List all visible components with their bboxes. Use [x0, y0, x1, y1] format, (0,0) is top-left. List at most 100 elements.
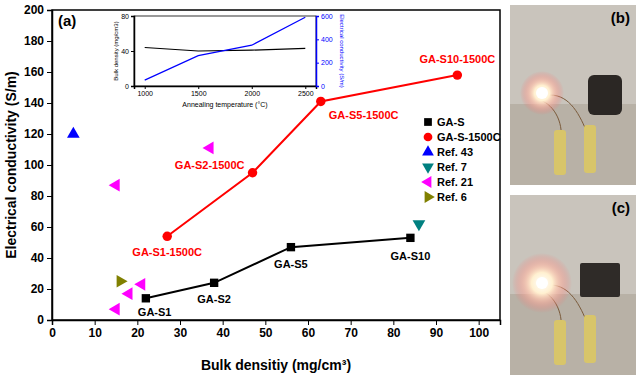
- tick-label: 100: [24, 158, 44, 172]
- x-axis: 1000150020002500: [135, 86, 317, 97]
- tick-label: 80: [121, 13, 129, 20]
- data-point: [142, 294, 150, 302]
- tick-label: 40: [121, 48, 129, 55]
- data-point: [316, 97, 325, 106]
- tick: 120: [24, 127, 52, 141]
- data-point: [203, 142, 214, 155]
- electrode: [554, 130, 566, 175]
- bulb: [536, 277, 548, 289]
- legend-label: Ref. 21: [437, 176, 473, 188]
- tick-mark: [145, 86, 146, 89]
- tick-label: 70: [344, 326, 358, 340]
- point-label: GA-S2-1500C: [175, 159, 245, 171]
- tick: 0: [37, 313, 52, 327]
- tick-label: 80: [387, 326, 401, 340]
- tick-mark: [393, 320, 394, 325]
- panel-label: (c): [612, 199, 630, 216]
- tick: 90: [430, 320, 444, 340]
- tick-mark: [305, 86, 306, 89]
- electrode: [584, 125, 596, 173]
- tick: 80: [387, 320, 401, 340]
- point-label: GA-S1-1500C: [132, 246, 202, 258]
- data-point: [109, 179, 120, 192]
- tick-label: 120: [24, 127, 44, 141]
- tick: 160: [24, 65, 52, 79]
- tick-mark: [351, 320, 352, 325]
- tick: 40: [31, 251, 52, 265]
- axis-line: [135, 87, 317, 90]
- electrode: [584, 315, 596, 363]
- tick-label: 50: [259, 326, 273, 340]
- tick-label: 90: [430, 326, 444, 340]
- tick: 40: [216, 320, 230, 340]
- tick: 60: [31, 220, 52, 234]
- tick-mark: [479, 320, 480, 325]
- tick-mark: [223, 320, 224, 325]
- tick: 80: [121, 13, 134, 20]
- tick: 0: [316, 83, 325, 90]
- tick-label: 0: [321, 83, 325, 90]
- x-axis: 0102030405060708090100: [49, 320, 500, 340]
- photo-background: [510, 5, 636, 185]
- data-point: [248, 168, 257, 177]
- y-axis: 0200400600: [316, 13, 333, 90]
- tick-mark: [47, 103, 52, 104]
- axis-line: [53, 321, 501, 326]
- photo-panel: (b): [510, 5, 636, 185]
- legend-marker: [422, 164, 434, 174]
- tick: 20: [31, 282, 52, 296]
- y-axis: 020406080100120140160180200: [24, 3, 53, 327]
- point-label: GA-S10: [391, 250, 431, 262]
- bulb-glow: [512, 253, 572, 313]
- panel-label: (b): [611, 9, 630, 26]
- point-label: GA-S10-1500C: [419, 53, 495, 65]
- figure: 0102030405060708090100020406080100120140…: [0, 0, 641, 385]
- point-label: GA-S5: [274, 258, 308, 270]
- data-point: [413, 220, 426, 231]
- electrode: [554, 320, 566, 365]
- y-axis: 0 40 80: [121, 13, 134, 90]
- tick-label: 0: [125, 83, 129, 90]
- legend-marker: [425, 191, 435, 203]
- tick-label: 160: [24, 65, 44, 79]
- tick-mark: [47, 320, 52, 321]
- tick-mark: [316, 39, 319, 40]
- tick-mark: [47, 227, 52, 228]
- tick-mark: [95, 320, 96, 325]
- tick: 30: [174, 320, 188, 340]
- inset-y2-axis-title: Electrical conductivity (S/m): [339, 14, 345, 88]
- tick: 10: [88, 320, 102, 340]
- tick: 200: [316, 59, 333, 66]
- tick-mark: [316, 63, 319, 64]
- tick-mark: [198, 86, 199, 89]
- tick-mark: [47, 134, 52, 135]
- data-point: [406, 234, 414, 242]
- tick: 140: [24, 96, 52, 110]
- tick: 180: [24, 34, 52, 48]
- data-point: [121, 287, 132, 300]
- point-label: GA-S1: [138, 306, 172, 318]
- data-point: [287, 243, 295, 251]
- axis-line: [131, 17, 135, 87]
- tick: 1500: [191, 86, 207, 97]
- legend-label: Ref. 7: [437, 161, 467, 173]
- tick-label: 100: [469, 326, 489, 340]
- legend-marker: [424, 118, 432, 126]
- photo-background: [510, 195, 636, 375]
- tick-label: 80: [31, 189, 45, 203]
- point-label: GA-S2: [197, 293, 231, 305]
- tick-label: 60: [302, 326, 316, 340]
- axis-line: [317, 17, 320, 87]
- data-point: [67, 127, 80, 138]
- tick-mark: [436, 320, 437, 325]
- tick: 60: [302, 320, 316, 340]
- tick-mark: [316, 16, 319, 17]
- tick-label: 180: [24, 34, 44, 48]
- tick-label: 60: [31, 220, 45, 234]
- tick-label: 10: [88, 326, 102, 340]
- inset-x-axis-title: Annealing temperature (°C): [182, 101, 267, 109]
- legend-marker: [424, 133, 433, 142]
- x-axis-title: Bulk densitiy (mg/cm³): [201, 357, 351, 373]
- tick-mark: [180, 320, 181, 325]
- legend-label: GA-S-1500C: [437, 131, 501, 143]
